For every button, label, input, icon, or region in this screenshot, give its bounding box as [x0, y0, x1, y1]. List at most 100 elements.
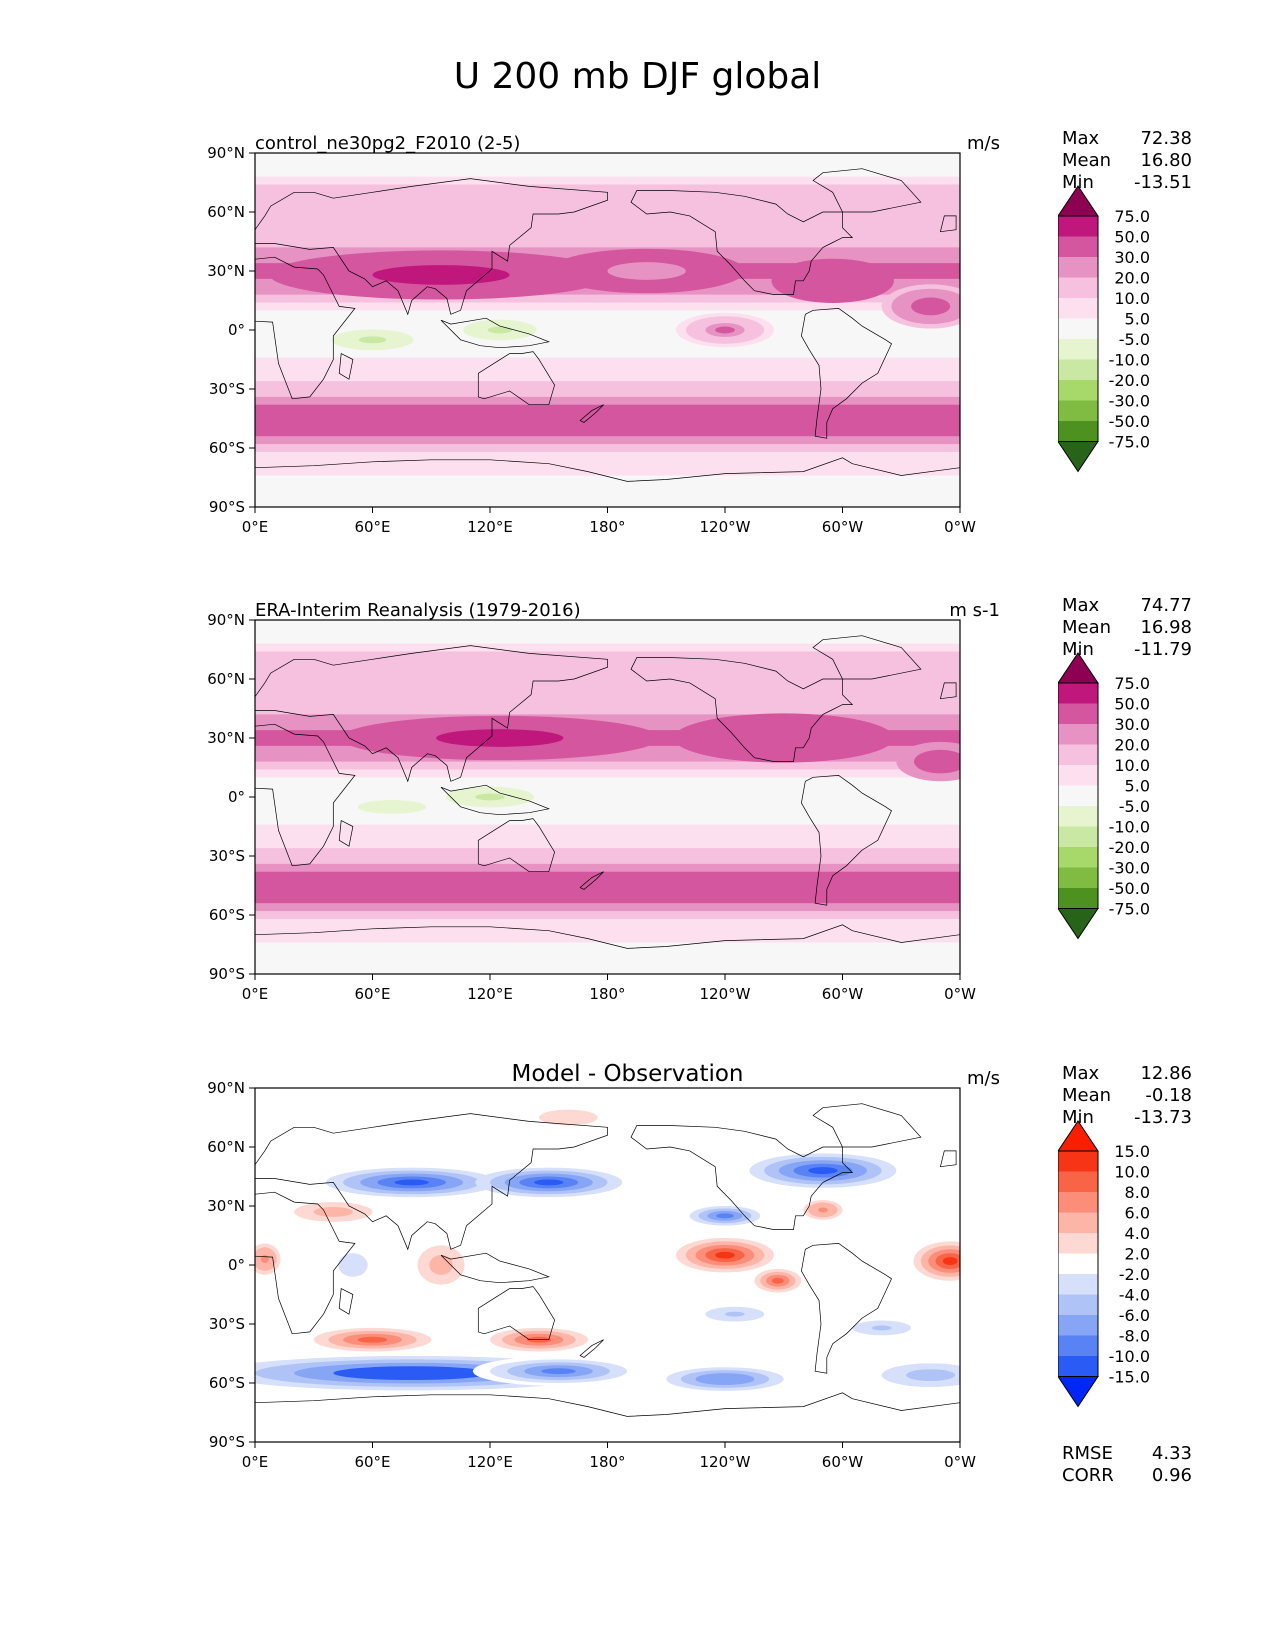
- africa-coast: [255, 1191, 356, 1335]
- field-band: [255, 1213, 960, 1223]
- madagascar-coast: [338, 820, 354, 847]
- eurasia-coast: [255, 1113, 608, 1251]
- y-tick-label: 90°N: [207, 611, 245, 629]
- colorbar-segment: [1058, 400, 1098, 421]
- field-band: [255, 1418, 960, 1427]
- mean-value: -0.18: [1145, 1085, 1192, 1106]
- greenland-coast: [812, 635, 922, 680]
- field-band: [255, 499, 960, 507]
- field-blob: [374, 803, 410, 811]
- field-band: [255, 483, 960, 492]
- colorbar-label: 50.0: [1114, 228, 1150, 247]
- colorbar-segment: [1058, 1192, 1098, 1213]
- field-band: [255, 1268, 960, 1278]
- min-value: -13.73: [1133, 1107, 1192, 1128]
- field-band: [255, 1135, 960, 1144]
- new-zealand-coast: [579, 871, 604, 890]
- panel-units: m/s: [967, 133, 1000, 154]
- field-band: [255, 239, 960, 248]
- y-tick-label: 60°S: [209, 439, 245, 457]
- x-tick-label: 120°E: [467, 518, 513, 536]
- colorbar-segment: [1058, 1151, 1098, 1172]
- field-band: [255, 451, 960, 461]
- field-band: [255, 176, 960, 186]
- field-band: [255, 491, 960, 500]
- colorbar-segment: [1058, 1171, 1098, 1192]
- field-band: [255, 381, 960, 390]
- y-tick-label: 60°S: [209, 1374, 245, 1392]
- min-label: Min: [1062, 172, 1094, 193]
- field-blob: [435, 1260, 447, 1270]
- panel-diff: Model - Observation m/s 0°E 60°E 120°E 180°…: [0, 1061, 1275, 1533]
- new-zealand-coast: [579, 1339, 604, 1358]
- mean-value: 16.80: [1140, 150, 1192, 171]
- colorbar-frame: [1058, 1150, 1099, 1377]
- colorbar-label: 10.0: [1114, 1163, 1150, 1182]
- north-america-coast: [630, 657, 854, 762]
- field-blob: [820, 276, 845, 286]
- field-band: [255, 1198, 960, 1207]
- y-tick-label: 30°S: [209, 1315, 245, 1333]
- panel-title: control_ne30pg2_F2010 (2-5): [255, 133, 521, 154]
- colorbar-segment: [1058, 1335, 1098, 1356]
- field-blob: [808, 1167, 838, 1175]
- colorbar: 75.0 50.030.0 20.010.0 5.0-5.0 -10.0-20.0 -30…: [1058, 185, 1150, 473]
- field-blob: [761, 733, 806, 743]
- field-band: [255, 808, 960, 818]
- eurasia-coast: [255, 178, 608, 316]
- field-blob: [487, 326, 513, 334]
- field-band: [255, 620, 960, 629]
- field-blob: [394, 1179, 429, 1186]
- colorbar-segment: [1058, 277, 1098, 298]
- field-band: [255, 1253, 960, 1262]
- x-tick-label: 0°E: [242, 985, 269, 1003]
- panel-obs: ERA-Interim Reanalysis (1979-2016) m s-1…: [0, 595, 1275, 1065]
- field-band: [255, 816, 960, 826]
- field-band: [255, 184, 960, 193]
- field-band: [255, 1410, 960, 1419]
- colorbar-label: 8.0: [1125, 1183, 1150, 1202]
- colorbar-segment: [1058, 1212, 1098, 1233]
- field-band: [255, 1402, 960, 1412]
- colorbar-frame: [1058, 215, 1099, 442]
- colorbar-segment: [1058, 765, 1098, 786]
- field-band: [255, 1245, 960, 1254]
- colorbar-label: 30.0: [1114, 715, 1150, 734]
- field-band: [255, 412, 960, 422]
- panel-units: m/s: [967, 1068, 1000, 1089]
- field-band: [255, 389, 960, 398]
- field-band: [255, 223, 960, 233]
- field-band: [255, 310, 960, 319]
- field-blob: [541, 1368, 576, 1375]
- colorbar-label: -5.0: [1119, 330, 1150, 349]
- field-band: [255, 231, 960, 241]
- field-band: [255, 318, 960, 327]
- y-tick-label: 90°N: [207, 144, 245, 162]
- corr-label: CORR: [1062, 1465, 1114, 1486]
- field-blob: [715, 1251, 735, 1259]
- panel-units: m s-1: [949, 600, 1000, 621]
- colorbar-label: -10.0: [1109, 1347, 1150, 1366]
- colorbar-label: -30.0: [1109, 392, 1150, 411]
- field-band: [255, 785, 960, 794]
- max-label: Max: [1062, 128, 1100, 149]
- south-america-coast: [801, 1243, 892, 1374]
- south-america-coast: [801, 775, 892, 906]
- field-band: [255, 420, 960, 429]
- field-band: [255, 153, 960, 162]
- x-tick-label: 0°E: [242, 1453, 269, 1471]
- colorbar-label: -8.0: [1119, 1327, 1150, 1346]
- colorbar-label: -6.0: [1119, 1306, 1150, 1325]
- x-tick-label: 180°: [589, 985, 625, 1003]
- colorbar-extend-top: [1058, 185, 1099, 217]
- y-tick-label: 60°N: [207, 1138, 245, 1156]
- field-band: [255, 698, 960, 708]
- colorbar-segment: [1058, 257, 1098, 278]
- maritime-continent-coast: [440, 784, 551, 816]
- x-tick-label: 0°E: [242, 518, 269, 536]
- australia-coast: [477, 818, 555, 873]
- field-band: [255, 911, 960, 920]
- rmse-value: 4.33: [1151, 1443, 1192, 1464]
- field-band: [255, 373, 960, 382]
- field-blob: [716, 1213, 734, 1219]
